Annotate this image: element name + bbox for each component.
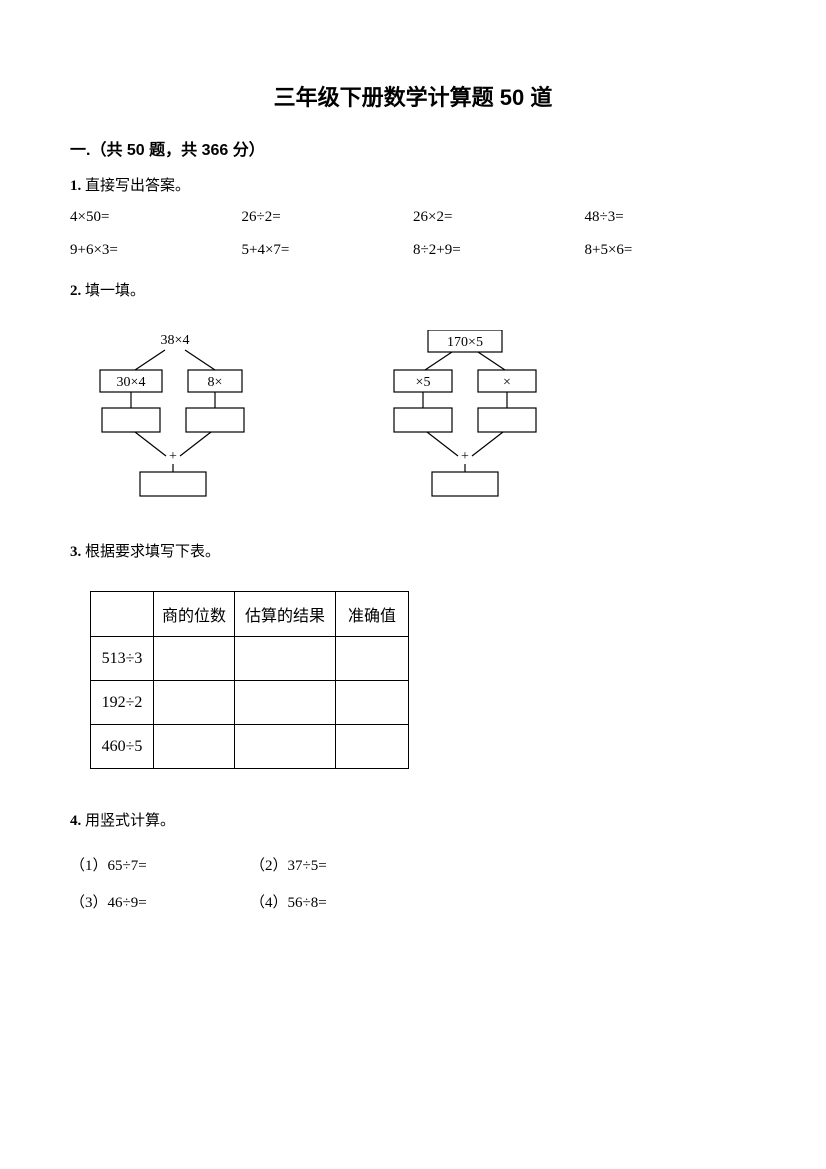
blank-cell[interactable] (336, 725, 409, 769)
d2-right-text: × (503, 375, 511, 390)
line (427, 432, 458, 456)
line (472, 432, 503, 456)
blank-box[interactable] (102, 408, 160, 432)
th: 估算的结果 (235, 592, 336, 637)
blank-cell[interactable] (154, 637, 235, 681)
eq-cell: 8+5×6= (585, 242, 757, 259)
section-header: 一.（共 50 题，共 366 分） (70, 136, 756, 160)
blank-box[interactable] (394, 408, 452, 432)
sub-item: （2）37÷5= (250, 854, 430, 875)
sub-item: （3）46÷9= (70, 891, 250, 912)
q2-num: 2. (70, 283, 81, 299)
blank-cell[interactable] (154, 725, 235, 769)
table-row: 460÷5 (91, 725, 409, 769)
line (135, 432, 166, 456)
d2-left-text: ×5 (416, 375, 431, 390)
line (185, 350, 215, 370)
sub-item: （4）56÷8= (250, 891, 430, 912)
q1-text: 直接写出答案。 (81, 178, 190, 194)
table-row: 513÷3 (91, 637, 409, 681)
eq-cell: 48÷3= (585, 209, 757, 226)
blank-cell[interactable] (235, 681, 336, 725)
eq-cell: 4×50= (70, 209, 242, 226)
q1-num: 1. (70, 178, 81, 194)
blank-cell[interactable] (235, 725, 336, 769)
q3-table-wrap: 商的位数 估算的结果 准确值 513÷3 192÷2 460÷5 (90, 591, 756, 769)
q3-text: 根据要求填写下表。 (81, 544, 220, 560)
eq-cell: 9+6×3= (70, 242, 242, 259)
plus-sign: + (461, 449, 469, 464)
q4-label: 4. 用竖式计算。 (70, 809, 756, 830)
line (425, 352, 452, 370)
plus-sign: + (169, 449, 177, 464)
line (135, 350, 165, 370)
q3-num: 3. (70, 544, 81, 560)
q4-num: 4. (70, 813, 81, 829)
blank-cell[interactable] (336, 681, 409, 725)
th: 准确值 (336, 592, 409, 637)
q1-grid: 4×50= 26÷2= 26×2= 48÷3= 9+6×3= 5+4×7= 8÷… (70, 209, 756, 259)
eq-cell: 26÷2= (242, 209, 414, 226)
table-row: 192÷2 (91, 681, 409, 725)
eq-cell: 8÷2+9= (413, 242, 585, 259)
q4-text: 用竖式计算。 (81, 813, 175, 829)
diagrams-row: 38×4 30×4 8× + (80, 330, 756, 500)
table-header-row: 商的位数 估算的结果 准确值 (91, 592, 409, 637)
blank-cell[interactable] (235, 637, 336, 681)
diagram-2: 170×5 ×5 × + (370, 330, 560, 500)
blank-cell[interactable] (154, 681, 235, 725)
q3-label: 3. 根据要求填写下表。 (70, 540, 756, 561)
th: 商的位数 (154, 592, 235, 637)
blank-box[interactable] (186, 408, 244, 432)
d1-right-text: 8× (208, 375, 223, 390)
sub-item: （1）65÷7= (70, 854, 250, 875)
row-label: 460÷5 (91, 725, 154, 769)
blank-box[interactable] (140, 472, 206, 496)
row-label: 192÷2 (91, 681, 154, 725)
eq-cell: 5+4×7= (242, 242, 414, 259)
blank-box[interactable] (432, 472, 498, 496)
q3-table: 商的位数 估算的结果 准确值 513÷3 192÷2 460÷5 (90, 591, 409, 769)
d1-top-text: 38×4 (161, 333, 190, 348)
eq-cell: 26×2= (413, 209, 585, 226)
q4-grid: （1）65÷7= （2）37÷5= （3）46÷9= （4）56÷8= (70, 854, 756, 912)
q2-text: 填一填。 (81, 283, 145, 299)
q1-label: 1. 直接写出答案。 (70, 174, 756, 195)
page-title: 三年级下册数学计算题 50 道 (70, 80, 756, 112)
th-blank (91, 592, 154, 637)
d2-top-text: 170×5 (447, 335, 483, 350)
row-label: 513÷3 (91, 637, 154, 681)
q2-label: 2. 填一填。 (70, 279, 756, 300)
blank-box[interactable] (478, 408, 536, 432)
d1-left-text: 30×4 (117, 375, 146, 390)
line (180, 432, 211, 456)
line (478, 352, 505, 370)
blank-cell[interactable] (336, 637, 409, 681)
diagram-1: 38×4 30×4 8× + (80, 330, 270, 500)
